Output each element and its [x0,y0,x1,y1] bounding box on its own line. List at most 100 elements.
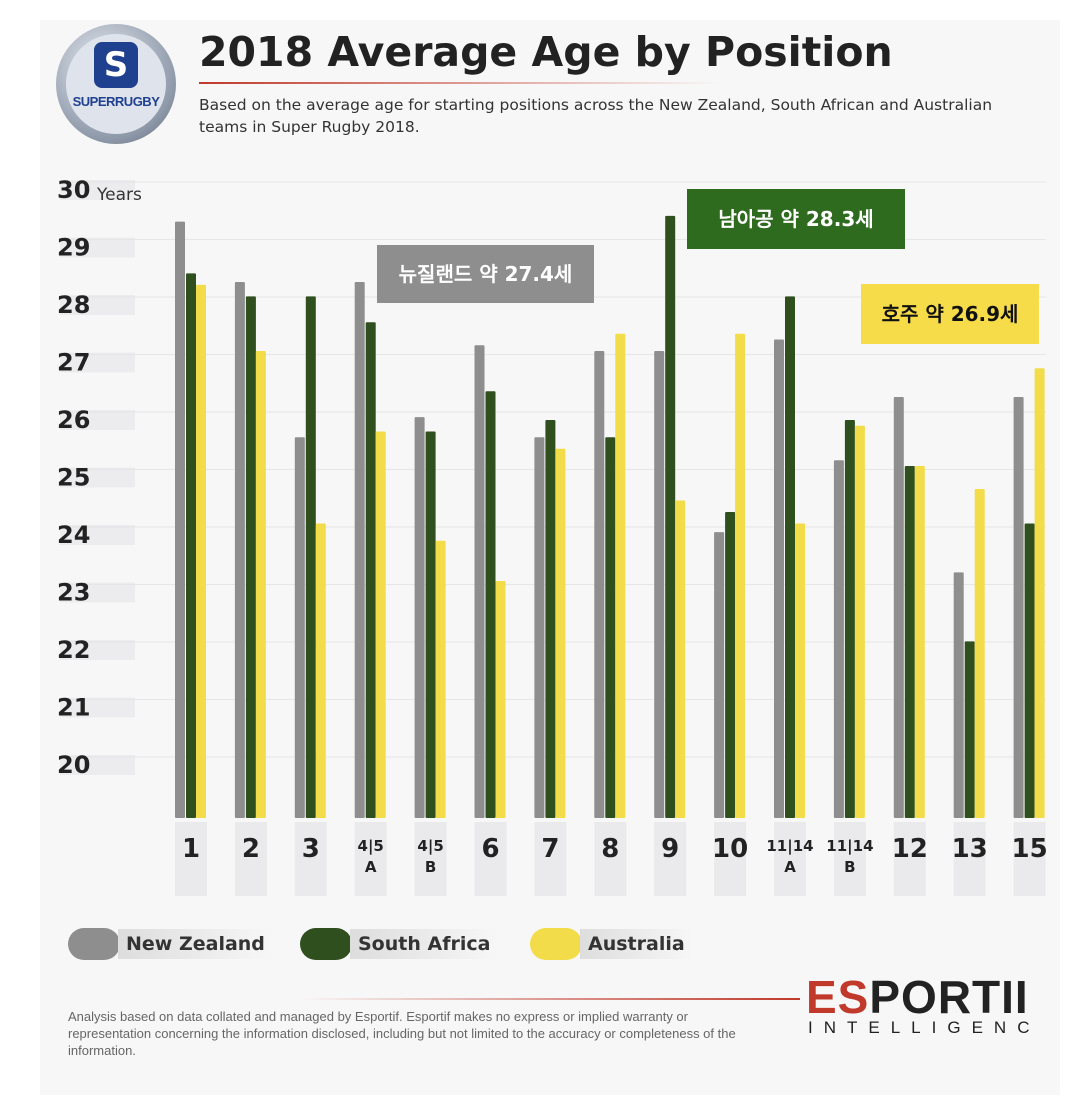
annotation-australia: 호주 약 26.9세 [861,284,1039,344]
tick-shade [60,467,135,488]
category-shade [175,822,207,896]
tick-shade [60,582,135,603]
x-tick-label: 13 [952,834,988,864]
bar-australia [615,333,626,818]
bar-australia [735,333,746,818]
bar-south-africa [964,641,975,818]
bar-australia [495,581,506,818]
super-rugby-logo: S SUPERRUGBY [56,24,176,144]
tick-shade [60,525,135,545]
category-shade [654,822,687,896]
bar-australia [974,489,985,818]
y-tick-label: 25 [57,464,90,492]
bar-new-zealand [953,572,964,818]
x-tick-label: 11|14 [826,837,873,856]
category-shade [354,822,387,896]
bar-new-zealand [774,339,784,818]
esportif-logo-tagline: INTELLIGENC [808,1018,1041,1037]
bar-australia [914,466,925,818]
bar-new-zealand [714,532,725,818]
y-tick-label: 23 [57,579,90,607]
tick-shade [60,295,135,315]
esportif-logo: ESPORTII [806,971,1029,1023]
y-tick-label: 30 [57,176,90,204]
y-tick-label: 28 [57,291,90,319]
tick-shade [60,180,135,200]
x-tick-label: 9 [661,834,679,864]
bar-new-zealand [175,221,185,818]
bar-south-africa [245,296,256,818]
bar-new-zealand [474,345,485,818]
category-shade [474,822,507,896]
y-tick-label: 22 [57,636,90,664]
bar-new-zealand [654,351,665,818]
y-tick-label: 26 [57,406,90,434]
bar-south-africa [785,296,795,818]
y-tick-label: 27 [57,349,90,377]
category-shade [294,822,327,896]
bar-new-zealand [354,282,365,818]
x-tick-label: 15 [1012,834,1048,864]
bar-new-zealand [534,437,545,818]
y-axis-label: Years [96,185,142,205]
x-tick-sublabel: B [425,858,436,876]
y-tick-label: 20 [57,751,90,779]
category-shade [534,822,567,896]
bar-australia [315,523,326,818]
category-shade [414,822,447,896]
bar-australia [854,425,865,818]
tick-shade [60,352,135,373]
bar-new-zealand [234,282,245,818]
bar-south-africa [545,420,556,818]
bar-new-zealand [414,417,425,818]
title-underline [199,82,719,84]
bar-south-africa [665,215,676,818]
x-tick-label: 12 [892,834,928,864]
legend-item-new-zealand: New Zealand [68,928,273,960]
bar-australia [435,540,446,818]
category-shade [774,822,806,896]
footer-rule [300,998,800,1000]
x-tick-label: 6 [481,834,499,864]
x-tick-label: 2 [242,834,260,864]
bar-australia [255,351,266,818]
bar-new-zealand [294,437,305,818]
x-tick-label: 4|5 [417,837,443,856]
tick-shade [60,237,135,258]
bar-australia [196,284,206,818]
x-tick-label: 8 [601,834,619,864]
y-tick-label: 24 [57,521,90,549]
x-tick-sublabel: A [365,858,377,876]
bar-australia [675,500,686,818]
y-tick-label: 29 [57,234,90,262]
category-shade [1013,822,1046,896]
x-tick-label: 1 [182,834,200,864]
category-shade [893,822,926,896]
category-shade [953,822,986,896]
category-shade [234,822,267,896]
chart-title: 2018 Average Age by Position [199,28,893,76]
bar-south-africa [425,431,436,818]
bar-south-africa [365,322,376,818]
legend-item-australia: Australia [530,928,693,960]
category-shade [594,822,627,896]
x-tick-label: 11|14 [766,837,813,856]
bar-new-zealand [893,397,904,818]
x-tick-sublabel: A [784,858,796,876]
tick-shade [60,697,135,718]
bar-new-zealand [594,351,605,818]
x-tick-label: 10 [712,834,748,864]
bar-south-africa [186,273,196,818]
category-shade [714,822,747,896]
bar-south-africa [485,391,496,818]
x-tick-label: 7 [541,834,559,864]
bar-south-africa [605,437,616,818]
bar-south-africa [904,466,915,818]
tick-shade [60,755,135,775]
bar-australia [555,448,566,818]
chart-subtitle: Based on the average age for starting po… [199,96,993,136]
bar-australia [795,523,805,818]
annotation-south-africa: 남아공 약 28.3세 [687,189,905,249]
